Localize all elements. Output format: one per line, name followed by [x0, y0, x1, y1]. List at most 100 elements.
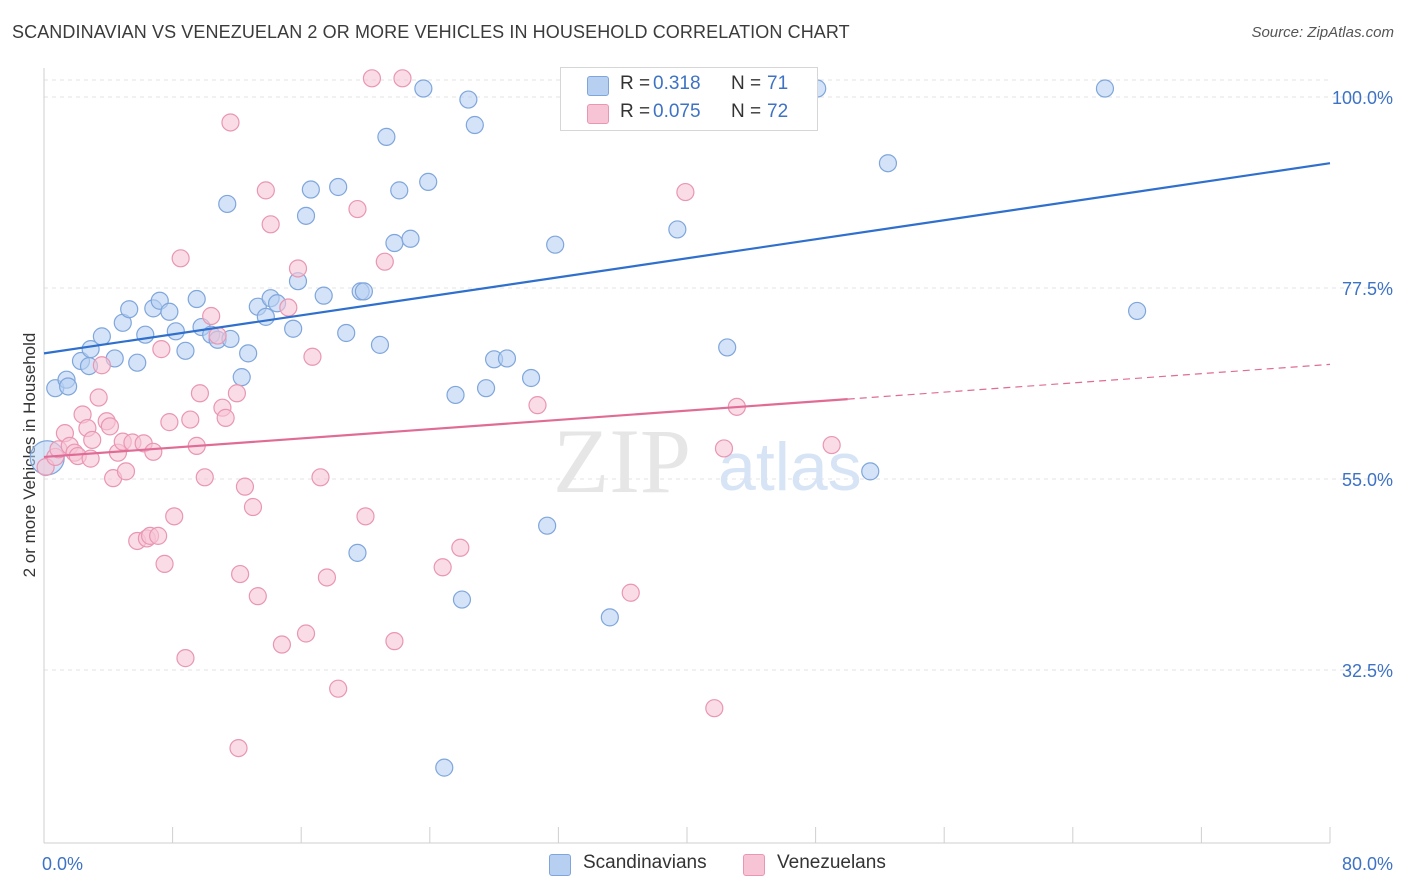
venezuelan-point [256, 181, 275, 200]
x-tick-label-max: 80.0% [1342, 854, 1393, 874]
scandinavian-point [296, 206, 316, 225]
venezuelan-point [261, 215, 280, 234]
scandinavian-point [176, 341, 195, 360]
scandinavian-point [497, 349, 517, 368]
scandinavian-point [348, 543, 367, 562]
scandinavian-point [136, 325, 155, 344]
venezuelan-point [152, 340, 171, 359]
series-swatch-pink [743, 854, 765, 876]
scandinavian-point [370, 335, 390, 354]
legend-r-label: R = [620, 101, 651, 122]
scandinavian-point [59, 377, 78, 396]
scandinavian-point [166, 322, 185, 341]
venezuelan-point [288, 259, 308, 278]
venezuelan-point [528, 396, 547, 415]
venezuelan-point [195, 468, 214, 487]
watermark-atlas: atlas [718, 429, 862, 505]
scandinavian-point [465, 115, 484, 135]
venezuelan-point [375, 252, 394, 271]
scandinavian-point [256, 307, 275, 326]
legend-n-label: N = [731, 101, 762, 122]
venezuelan-point [311, 468, 330, 487]
venezuelan-point [83, 430, 102, 450]
venezuelan-point [165, 507, 184, 526]
chart-title: SCANDINAVIAN VS VENEZUELAN 2 OR MORE VEH… [12, 22, 850, 42]
scandinavian-point [861, 462, 880, 481]
venezuelan-point [243, 497, 263, 517]
scandinavian-point [160, 302, 179, 321]
venezuelan-point [229, 738, 248, 758]
series-name: Venezuelans [777, 852, 886, 873]
scandinavian-point [218, 194, 237, 214]
venezuelan-point [451, 538, 470, 557]
correlation-legend: R = 0.318 N = 71 R = 0.075 N = 72 [560, 67, 818, 131]
venezuelan-point [317, 568, 337, 587]
scandinavian-point [329, 177, 348, 197]
scandinavian-point [314, 286, 333, 305]
scandinavian-point [546, 235, 565, 254]
scandinavian-point [377, 127, 396, 146]
venezuelan-point [348, 199, 367, 219]
venezuelan-point [100, 417, 120, 436]
venezuelan-point [92, 356, 111, 375]
venezuelan-point [221, 113, 240, 132]
trend-lines [43, 162, 1331, 459]
scandinavian-point [390, 181, 409, 200]
venezuelan-point [160, 413, 179, 432]
legend-r-label: R = [620, 73, 651, 94]
venezuelan-point [393, 69, 412, 88]
x-tick-label-min: 0.0% [42, 854, 83, 874]
venezuelan-point [227, 384, 246, 403]
scandinavian-point [600, 608, 619, 627]
venezuelan-point [216, 408, 235, 427]
venezuelan-point [676, 182, 695, 202]
venezuelan-point [385, 632, 404, 651]
scandinavian-point [446, 385, 465, 405]
scandinavian-trend-line [43, 162, 1331, 355]
scandinavian-point [354, 282, 373, 301]
venezuelan-point [356, 507, 375, 526]
watermark-zip: ZIP [553, 410, 691, 512]
scandinavian-point [284, 319, 303, 338]
venezuelan-point [235, 477, 255, 496]
scandinavian-point [385, 233, 404, 253]
scandinavian-point [128, 353, 147, 372]
scandinavian-point [120, 300, 139, 319]
venezuelan-point [705, 699, 724, 718]
venezuelan-point [822, 435, 841, 455]
y-tick-label: 77.5% [1342, 279, 1393, 299]
x-tick-labels: 0.0% 80.0% [42, 854, 1393, 874]
scandinavian-point [401, 229, 420, 248]
venezuelan-points [36, 69, 841, 758]
venezuelan-point [279, 298, 298, 317]
venezuelan-point [329, 679, 348, 698]
venezuelan-point [116, 462, 136, 481]
venezuelan-point [144, 442, 163, 461]
y-tick-labels: 32.5% 55.0% 77.5% 100.0% [1332, 88, 1393, 681]
venezuelan-point [149, 526, 168, 545]
scandinavian-point [337, 323, 356, 343]
venezuelan-point [202, 306, 221, 326]
scandinavian-point [1095, 79, 1115, 98]
scandinavian-point [476, 379, 496, 398]
scandinavian-point [878, 154, 898, 173]
legend-r-value: 0.075 [653, 101, 701, 122]
scandinavian-point [718, 338, 737, 357]
series-name: Scandinavians [583, 852, 707, 873]
venezuelan-point [621, 583, 640, 602]
venezuelan-trend-extension [847, 363, 1331, 400]
legend-n-value: 71 [767, 73, 789, 94]
scandinavian-point [459, 90, 478, 109]
legend-n-label: N = [731, 73, 762, 94]
scandinavian-point [239, 344, 258, 363]
venezuelan-point [155, 554, 174, 573]
scandinavian-point [301, 180, 320, 199]
scandinavian-point [92, 327, 111, 346]
series-swatch-blue [549, 854, 571, 876]
venezuelan-point [296, 624, 316, 643]
venezuelan-point [89, 388, 108, 407]
scandinavian-point [521, 368, 541, 388]
venezuelan-point [714, 439, 734, 458]
venezuelan-point [433, 558, 452, 577]
